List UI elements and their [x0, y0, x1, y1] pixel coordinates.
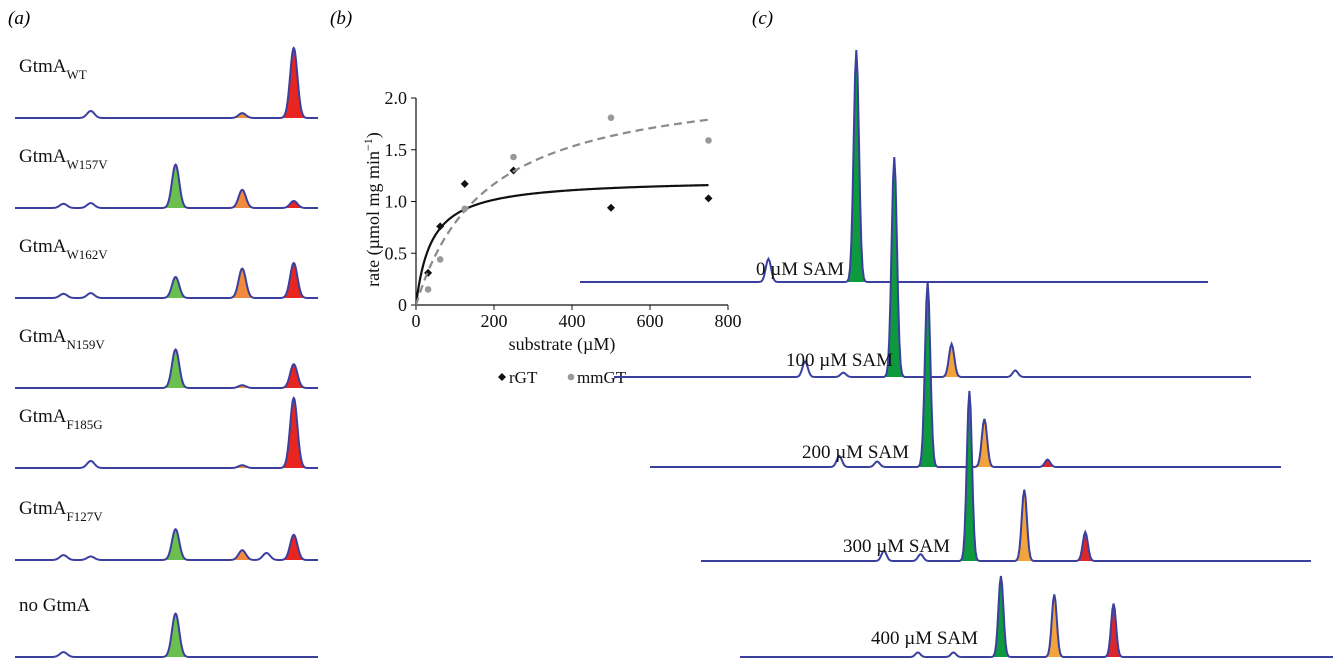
- sam-trace-3: 300 µM SAM: [701, 390, 1311, 562]
- trace-F127V: GtmAF127V: [15, 498, 318, 561]
- trace-label-name: GtmA: [19, 498, 67, 519]
- data-point-rGT: [436, 222, 445, 231]
- data-point-rGT: [704, 194, 713, 203]
- data-point-rGT: [460, 179, 469, 188]
- trace-N159V: GtmAN159V: [15, 326, 318, 389]
- y-tick-label: 0: [398, 295, 407, 315]
- sam-trace-line: [614, 156, 1251, 378]
- x-tick-label: 600: [637, 311, 664, 331]
- panel-c-chromatograms: 0 µM SAM 100 µM SAM 200 µM SAM 300 µM SAM 40…: [580, 49, 1333, 658]
- data-point-mmGT: [424, 286, 432, 293]
- trace-label-name: GtmA: [19, 236, 67, 257]
- trace-line: [15, 261, 318, 299]
- trace-WT: GtmAWT: [15, 46, 318, 119]
- sam-trace-line: [701, 390, 1311, 562]
- trace-label: GtmAN159V: [19, 326, 105, 352]
- trace-no-gtma: no GtmA: [15, 595, 318, 658]
- trace-line: [15, 527, 318, 561]
- trace-peak-green-1: [163, 613, 188, 657]
- trace-peak-green-0: [163, 349, 188, 388]
- y-axis-label-main: rate (µmol mg min: [363, 151, 384, 287]
- panel-a-chromatograms: GtmAWTGtmAW157VGtmAW162VGtmAN159VGtmAF18…: [15, 46, 318, 658]
- x-tick-label: 0: [412, 311, 421, 331]
- fit-line-rGT: [414, 184, 709, 306]
- sam-trace-label: 200 µM SAM: [802, 442, 909, 463]
- sam-trace-line: [650, 281, 1281, 468]
- trace-label-name: no GtmA: [19, 595, 91, 616]
- trace-W157V: GtmAW157V: [15, 146, 318, 209]
- y-axis-label: rate (µmol mg min−1): [361, 132, 384, 287]
- sam-trace-label: 300 µM SAM: [843, 536, 950, 557]
- trace-label-subscript: F185G: [67, 417, 103, 432]
- series-mmGT: [414, 114, 712, 306]
- trace-label-name: GtmA: [19, 326, 67, 347]
- trace-peak-red-2: [282, 48, 306, 118]
- y-tick-label: 1.5: [385, 140, 408, 160]
- data-point-mmGT: [510, 153, 517, 161]
- trace-label-subscript: F127V: [67, 509, 104, 524]
- trace-label: GtmAF185G: [19, 406, 103, 432]
- sam-trace-1: 100 µM SAM: [614, 156, 1251, 378]
- data-point-mmGT: [705, 137, 712, 144]
- trace-line: [15, 396, 318, 469]
- trace-label-subscript: W162V: [67, 247, 109, 262]
- sam-trace-4: 400 µM SAM: [740, 575, 1333, 658]
- x-tick-label: 200: [481, 311, 508, 331]
- data-point-mmGT: [436, 256, 444, 263]
- series-rGT: [414, 166, 713, 306]
- trace-label: GtmAF127V: [19, 498, 103, 524]
- trace-line: [15, 46, 318, 119]
- trace-label: GtmAWT: [19, 56, 87, 82]
- trace-line: [15, 348, 318, 389]
- trace-peak-red-2: [282, 398, 306, 468]
- trace-line: [15, 163, 318, 209]
- trace-label: GtmAW157V: [19, 146, 108, 172]
- legend-label-rGT: rGT: [509, 368, 538, 387]
- sam-trace-line: [740, 575, 1333, 658]
- y-tick-label: 1.0: [385, 192, 408, 212]
- legend-marker-rGT: [498, 373, 506, 381]
- data-point-mmGT: [607, 114, 615, 121]
- data-point-mmGT: [461, 205, 469, 213]
- sam-trace-2: 200 µM SAM: [650, 281, 1281, 468]
- trace-label-name: GtmA: [19, 146, 67, 167]
- panel-b-letter: (b): [330, 8, 352, 29]
- panel-b-kinetics-chart: 0 0.5 1.0 1.5 2.0 0 200 400 600 800 substrate (µM)…: [361, 88, 742, 387]
- trace-peak-green-2: [163, 164, 188, 208]
- panel-c-letter: (c): [752, 8, 773, 29]
- x-tick-label: 400: [559, 311, 586, 331]
- x-axis-label: substrate (µM): [509, 334, 616, 355]
- y-axis-label-close: ): [363, 132, 384, 138]
- legend-marker-mmGT: [567, 373, 575, 381]
- y-tick-label: 0.5: [385, 243, 408, 263]
- trace-F185G: GtmAF185G: [15, 396, 318, 469]
- sam-trace-label: 100 µM SAM: [786, 350, 893, 371]
- panel-a-letter: (a): [8, 8, 30, 29]
- trace-label-name: GtmA: [19, 406, 67, 427]
- trace-label-name: GtmA: [19, 56, 67, 77]
- trace-line: [15, 612, 318, 658]
- x-tick-label: 800: [715, 311, 742, 331]
- legend: rGT mmGT: [498, 368, 627, 387]
- trace-label: no GtmA: [19, 595, 91, 616]
- y-tick-label: 2.0: [385, 88, 408, 108]
- trace-W162V: GtmAW162V: [15, 236, 318, 299]
- trace-label-subscript: W157V: [67, 157, 109, 172]
- y-axis-label-sup: −1: [361, 138, 375, 151]
- data-point-rGT: [607, 203, 615, 212]
- trace-label-subscript: WT: [67, 67, 87, 82]
- sam-trace-label: 400 µM SAM: [871, 628, 978, 649]
- trace-label: GtmAW162V: [19, 236, 108, 262]
- legend-label-mmGT: mmGT: [577, 368, 627, 387]
- sam-trace-label: 0 µM SAM: [756, 259, 844, 280]
- trace-label-subscript: N159V: [67, 337, 106, 352]
